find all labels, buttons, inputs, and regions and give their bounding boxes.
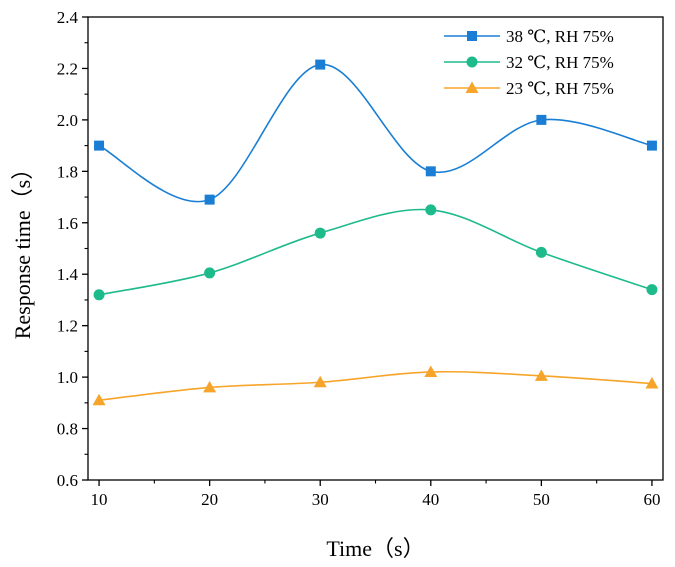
data-point xyxy=(314,227,326,239)
legend-entry: 32 ℃, RH 75% xyxy=(444,53,614,72)
data-point xyxy=(315,59,326,70)
data-point xyxy=(203,380,217,393)
series-layer xyxy=(92,59,659,406)
legend: 38 ℃, RH 75% 32 ℃, RH 75% 23 ℃, RH 75% xyxy=(444,27,614,98)
series-line xyxy=(98,208,653,296)
data-point xyxy=(645,377,659,389)
legend-label: 23 ℃, RH 75% xyxy=(506,79,614,98)
legend-marker xyxy=(465,81,479,93)
x-axis-title: Time（s） xyxy=(326,536,424,561)
data-point xyxy=(204,194,215,205)
series-line xyxy=(98,370,652,402)
x-tick-label: 30 xyxy=(312,490,329,509)
x-tick-label: 50 xyxy=(533,490,550,509)
y-tick-label: 2.0 xyxy=(57,111,78,130)
y-tick-label: 2.4 xyxy=(57,8,79,27)
y-tick-label: 0.8 xyxy=(57,420,78,439)
y-tick-label: 2.2 xyxy=(57,59,78,78)
x-tick-label: 10 xyxy=(91,490,108,509)
data-point xyxy=(313,375,327,388)
series-circle xyxy=(93,204,658,301)
data-point xyxy=(425,166,436,177)
data-point xyxy=(204,267,216,279)
axes: 0.6 0.8 1.0 1.2 1.4 1.6 1.8 2.0 2.2 2.4 10 20 30 40 50… xyxy=(57,8,664,509)
data-point xyxy=(425,204,437,216)
x-tick-label: 40 xyxy=(422,490,439,509)
data-point xyxy=(646,140,657,151)
series-triangle xyxy=(92,365,659,406)
data-point xyxy=(646,284,658,296)
x-tick-label: 60 xyxy=(643,490,660,509)
y-tick-label: 0.6 xyxy=(57,471,78,490)
x-tick-label: 20 xyxy=(201,490,218,509)
data-point xyxy=(93,289,105,301)
data-point xyxy=(535,246,547,258)
y-tick-label: 1.4 xyxy=(57,265,79,284)
data-point xyxy=(534,369,548,381)
y-axis-title: Response time（s） xyxy=(10,158,35,340)
data-point xyxy=(94,140,105,151)
y-tick-label: 1.6 xyxy=(57,214,78,233)
data-point xyxy=(92,393,106,406)
y-tick-label: 1.0 xyxy=(57,368,78,387)
legend-entry: 38 ℃, RH 75% xyxy=(444,27,614,46)
y-tick-label: 1.2 xyxy=(57,317,78,336)
data-point xyxy=(536,114,547,125)
legend-label: 38 ℃, RH 75% xyxy=(506,27,614,46)
legend-marker xyxy=(466,56,478,68)
y-tick-label: 1.8 xyxy=(57,162,78,181)
legend-entry: 23 ℃, RH 75% xyxy=(444,79,614,98)
series-square xyxy=(94,59,657,205)
legend-marker xyxy=(467,31,477,41)
data-point xyxy=(424,365,438,377)
legend-label: 32 ℃, RH 75% xyxy=(506,53,614,72)
